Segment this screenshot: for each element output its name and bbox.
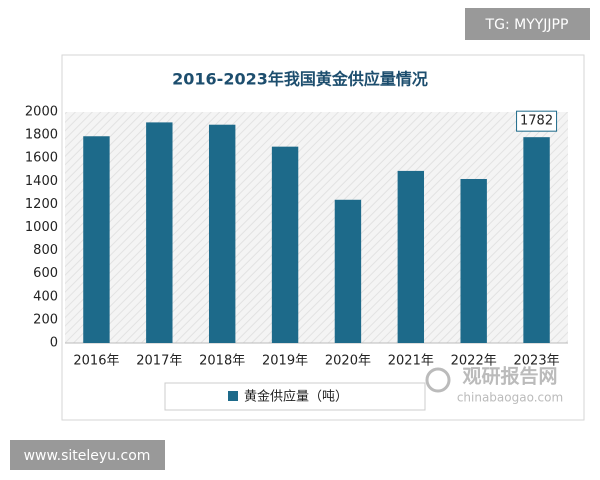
data-label: 1782 — [520, 114, 553, 129]
x-tick-label: 2020年 — [325, 354, 371, 369]
y-tick-label: 0 — [50, 336, 58, 351]
y-tick-label: 200 — [33, 312, 58, 327]
y-tick-label: 800 — [33, 243, 58, 258]
x-tick-label: 2023年 — [514, 354, 560, 369]
y-tick-label: 1800 — [25, 128, 58, 143]
bar — [334, 199, 362, 343]
watermark: TG: MYYJJPP — [485, 17, 569, 33]
y-tick-label: 2000 — [25, 105, 58, 120]
bar — [397, 170, 425, 343]
x-tick-label: 2018年 — [199, 354, 245, 369]
chart-title: 2016-2023年我国黄金供应量情况 — [172, 70, 428, 89]
watermark-box — [465, 8, 590, 40]
bar — [208, 124, 236, 343]
x-tick-label: 2016年 — [73, 354, 119, 369]
y-tick-label: 1200 — [25, 197, 58, 212]
y-tick-label: 400 — [33, 289, 58, 304]
y-tick-label: 1600 — [25, 151, 58, 166]
y-tick-label: 1000 — [25, 220, 58, 235]
logo-icon — [425, 367, 451, 393]
plot-area — [65, 112, 568, 343]
bar — [271, 146, 299, 343]
legend-label: 黄金供应量（吨） — [244, 389, 348, 405]
bar — [523, 137, 550, 343]
logo-text: 观研报告网 — [462, 365, 557, 388]
x-tick-label: 2019年 — [262, 354, 308, 369]
logo-url: chinabaogao.com — [457, 391, 563, 405]
watermark: www.siteleyu.com — [24, 448, 151, 464]
x-tick-label: 2017年 — [136, 354, 182, 369]
legend: 黄金供应量（吨） — [228, 389, 348, 405]
watermark-box — [10, 440, 165, 470]
bar — [460, 178, 487, 343]
y-tick-label: 600 — [33, 266, 58, 281]
y-tick-label: 1400 — [25, 174, 58, 189]
data-label-box — [516, 110, 558, 132]
x-tick-label: 2021年 — [388, 354, 434, 369]
legend-box — [164, 382, 426, 411]
legend-swatch — [228, 391, 238, 401]
bar — [83, 136, 110, 343]
bar — [146, 122, 173, 344]
x-tick-label: 2022年 — [451, 354, 497, 369]
